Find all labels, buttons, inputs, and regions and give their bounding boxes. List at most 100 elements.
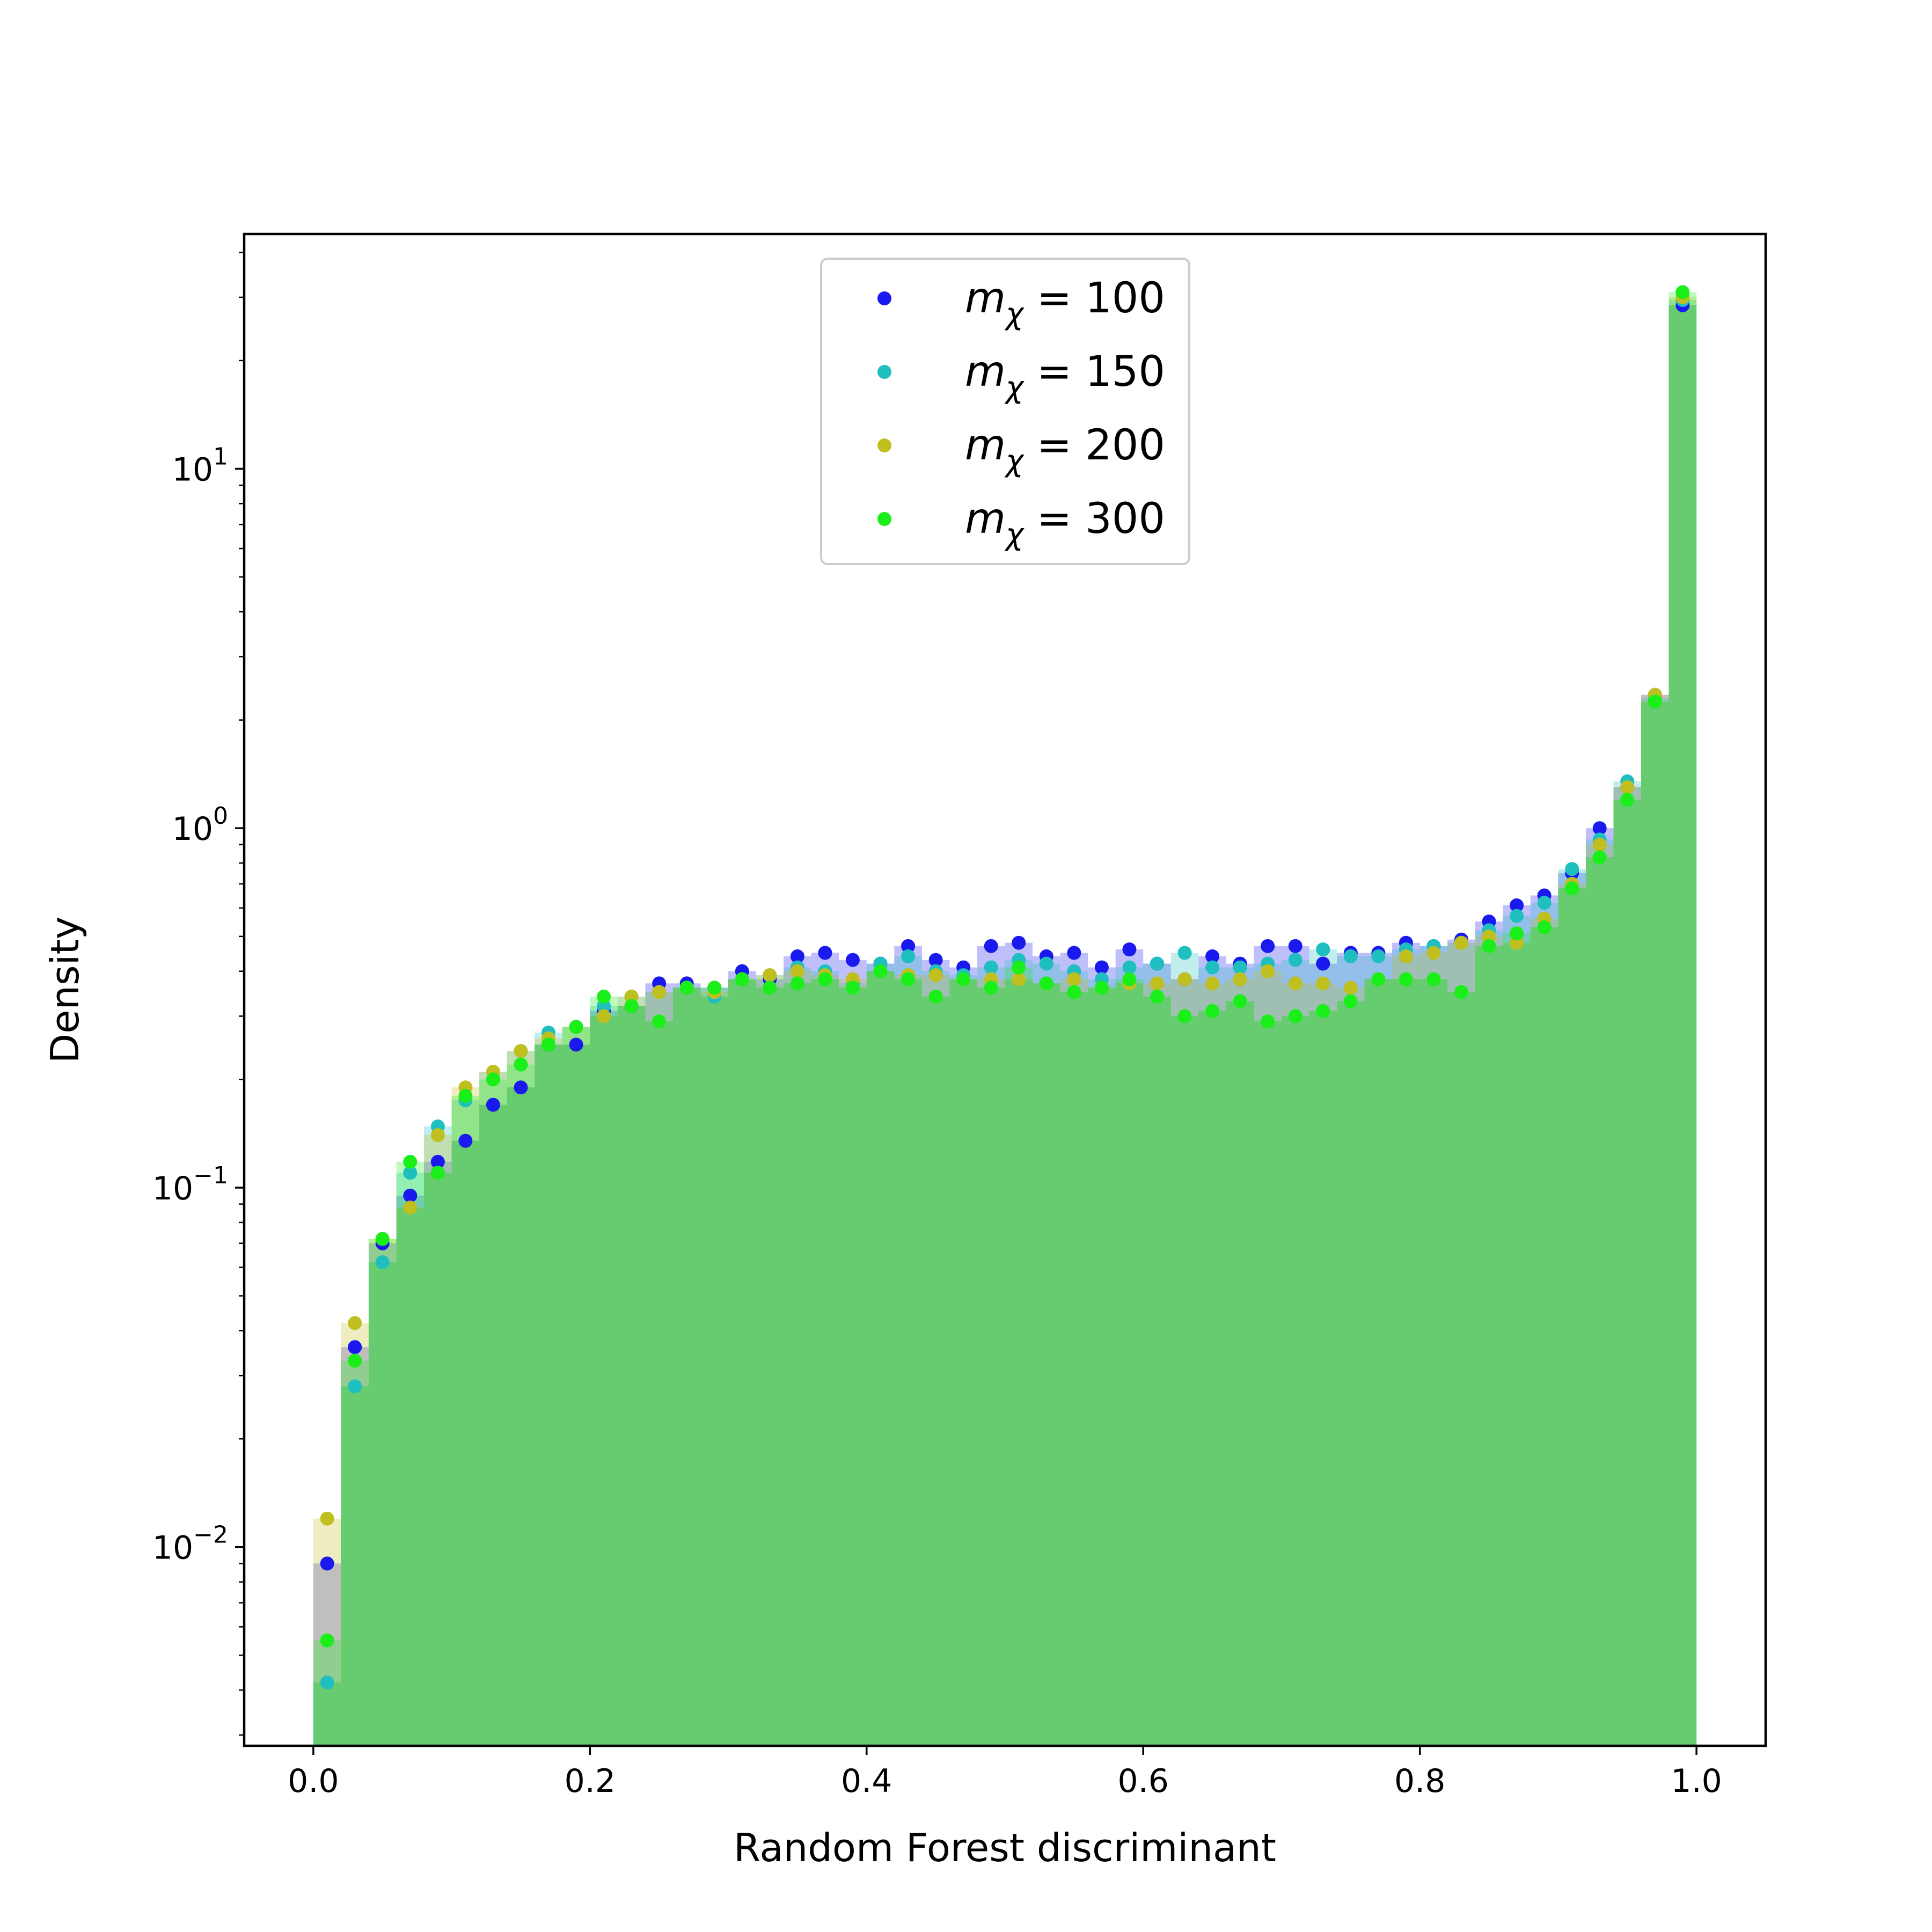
series-3-point xyxy=(1288,976,1302,991)
series-4-point xyxy=(790,976,804,991)
series-4-point xyxy=(1675,285,1690,299)
series-1-point xyxy=(486,1097,500,1112)
series-2-point xyxy=(984,960,998,975)
x-tick-label: 0.0 xyxy=(288,1762,339,1800)
series-4-point xyxy=(846,980,860,995)
series-4-point xyxy=(458,1089,473,1103)
series-4-point xyxy=(320,1633,334,1648)
series-3-point xyxy=(1343,980,1358,995)
series-3-point xyxy=(348,1316,362,1330)
series-1-point xyxy=(1205,949,1220,964)
series-2-point xyxy=(901,949,916,964)
plot-frame xyxy=(243,232,1767,1747)
series-1-point xyxy=(1510,898,1524,913)
series-2-point xyxy=(320,1675,334,1690)
series-1-point xyxy=(514,1080,528,1095)
legend-label: mχ = 150 xyxy=(965,348,1165,405)
series-2-point xyxy=(1316,942,1330,957)
y-tick-label: 101 xyxy=(172,443,228,488)
series-1-point xyxy=(846,953,860,967)
series-3-point xyxy=(320,1511,334,1526)
series-3-point xyxy=(1261,964,1275,978)
y-tick-label: 10−2 xyxy=(152,1521,228,1567)
series-2-point xyxy=(1537,896,1552,910)
series-1-point xyxy=(928,953,943,967)
series-2-point xyxy=(375,1255,390,1270)
legend-label: mχ = 200 xyxy=(965,421,1165,479)
series-1-point xyxy=(1288,939,1302,953)
histogram-overlap-fill xyxy=(313,305,1697,1746)
series-1-point xyxy=(790,949,804,964)
series-3-point xyxy=(1205,976,1220,991)
series-4-point xyxy=(569,1020,583,1034)
series-4-point xyxy=(403,1154,418,1169)
series-3-point xyxy=(1399,949,1413,964)
series-4-point xyxy=(1399,972,1413,986)
series-4-point xyxy=(597,990,611,1004)
series-1-point xyxy=(320,1556,334,1571)
series-4-point xyxy=(1648,694,1662,709)
series-4-point xyxy=(1067,985,1081,999)
series-4-point xyxy=(1454,985,1468,999)
series-4-point xyxy=(735,972,749,986)
series-3-point xyxy=(1592,837,1607,852)
series-4-point xyxy=(984,980,998,995)
series-3-point xyxy=(597,1009,611,1023)
legend-label: mχ = 300 xyxy=(965,495,1165,552)
series-4-point xyxy=(486,1072,500,1087)
series-2-point xyxy=(1150,956,1164,971)
x-tick-label: 0.4 xyxy=(841,1762,892,1800)
series-4-point xyxy=(624,999,639,1013)
series-4-point xyxy=(1343,994,1358,1008)
series-2-point xyxy=(1343,949,1358,964)
x-tick-label: 0.2 xyxy=(565,1762,616,1800)
series-4-point xyxy=(1288,1009,1302,1023)
series-2-point xyxy=(1371,949,1386,964)
x-tick-label: 1.0 xyxy=(1671,1762,1722,1800)
series-3-point xyxy=(1316,976,1330,991)
series-1-point xyxy=(1067,946,1081,960)
legend-label: mχ = 100 xyxy=(965,274,1165,332)
x-tick-label: 0.8 xyxy=(1394,1762,1445,1800)
series-1-point xyxy=(1122,942,1137,957)
series-3-point xyxy=(1454,935,1468,950)
series-4-point xyxy=(873,964,888,978)
legend-marker xyxy=(877,291,891,305)
series-2-point xyxy=(1510,909,1524,923)
series-4-point xyxy=(430,1166,445,1180)
series-4-point xyxy=(652,1014,667,1029)
series-3-point xyxy=(1482,929,1496,943)
series-4-point xyxy=(1233,994,1247,1008)
series-3-point xyxy=(1012,972,1026,986)
series-4-point xyxy=(1039,976,1053,991)
series-4-point xyxy=(348,1353,362,1368)
series-1-point xyxy=(348,1340,362,1355)
series-1-point xyxy=(1261,939,1275,953)
series-3-point xyxy=(1620,780,1635,794)
series-2-point xyxy=(1205,960,1220,975)
series-2-point xyxy=(1288,953,1302,967)
series-3-point xyxy=(790,964,804,978)
plot-area xyxy=(313,285,1697,1746)
legend-marker xyxy=(877,512,891,526)
series-4-point xyxy=(1012,960,1026,975)
series-3-point xyxy=(1233,972,1247,986)
series-1-point xyxy=(1592,821,1607,836)
series-4-point xyxy=(1261,1014,1275,1029)
series-3-point xyxy=(1177,972,1192,986)
series-3-point xyxy=(763,968,777,983)
series-1-point xyxy=(430,1154,445,1169)
series-3-point xyxy=(403,1201,418,1215)
series-4-point xyxy=(707,980,722,995)
series-1-point xyxy=(1316,956,1330,971)
series-1-point xyxy=(984,939,998,953)
series-3-point xyxy=(652,985,667,999)
series-1-point xyxy=(901,939,916,953)
axes: 0.0 0.2 0.4 0.6 0.8 1.0 10−2 10−1 100 101 xyxy=(152,252,1722,1800)
series-3-point xyxy=(1067,972,1081,986)
legend-box xyxy=(820,258,1190,565)
series-4-point xyxy=(1122,972,1137,986)
series-4-point xyxy=(679,980,694,995)
series-3-point xyxy=(430,1128,445,1143)
series-1-point xyxy=(1094,960,1109,975)
